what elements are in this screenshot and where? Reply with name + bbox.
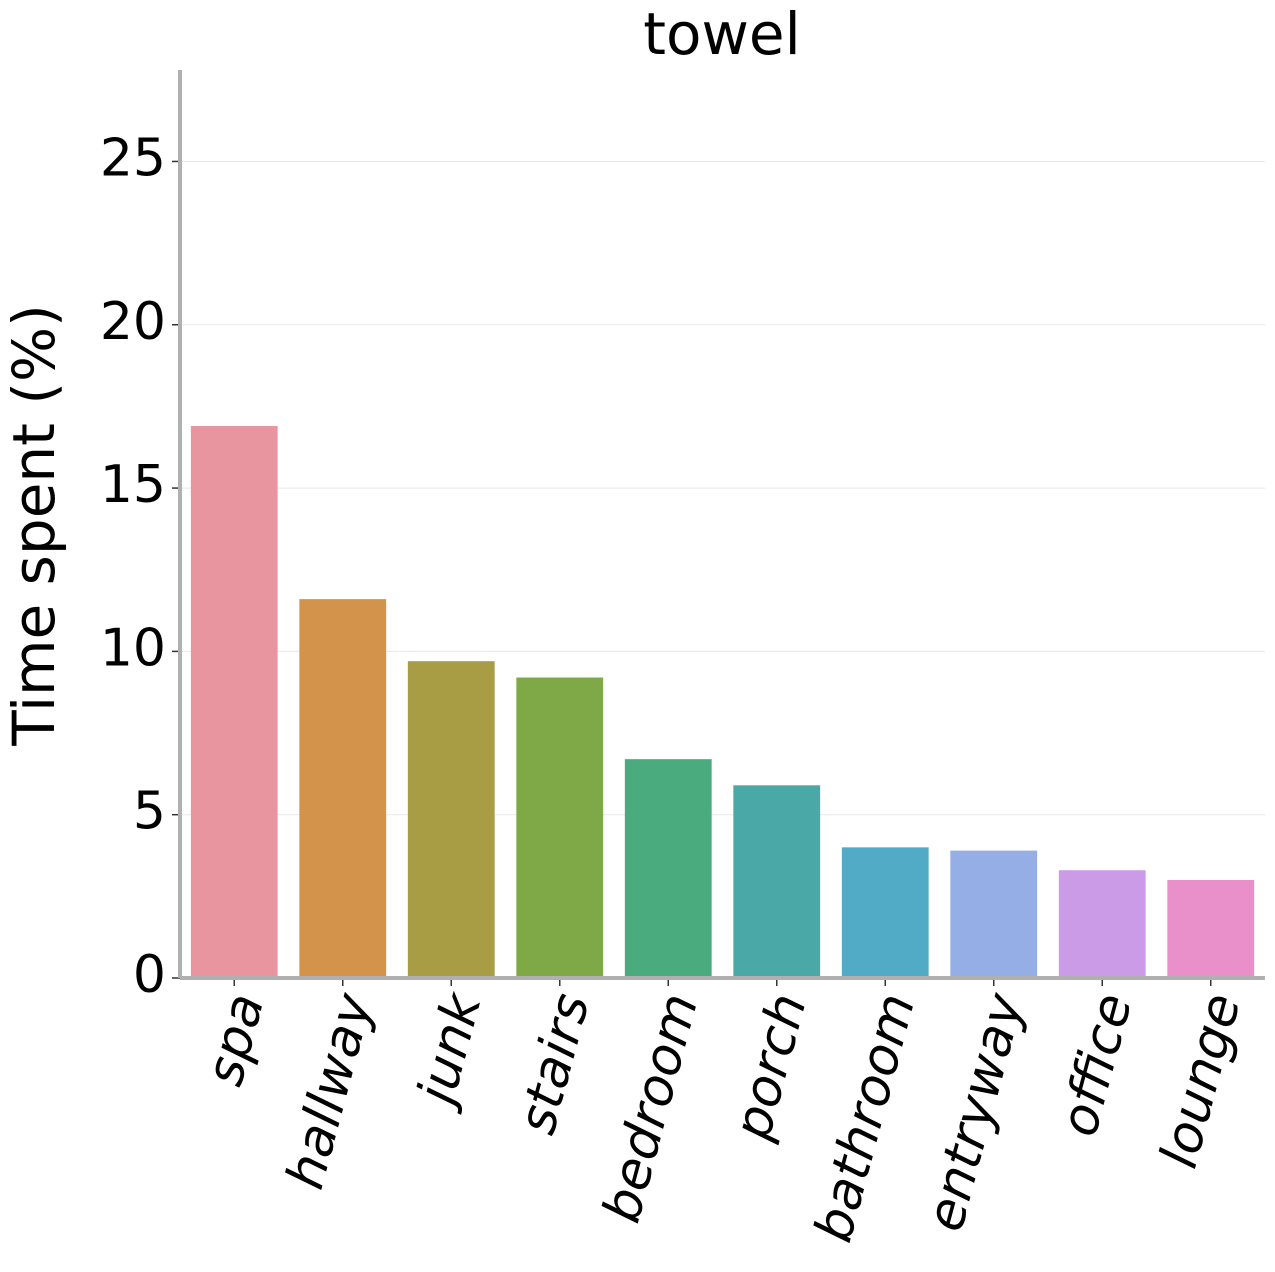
bar — [407, 661, 495, 978]
y-tick-label: 5 — [133, 782, 166, 842]
x-tick-label: junk — [405, 986, 494, 1116]
x-tick-label: hallway — [275, 986, 385, 1195]
bar — [1167, 880, 1255, 978]
y-tick-label: 25 — [100, 128, 166, 188]
bar — [299, 599, 387, 978]
bar — [841, 847, 929, 978]
x-tick-label: bathroom — [804, 987, 928, 1248]
chart-title: towel — [643, 0, 800, 68]
x-tick-label: lounge — [1149, 987, 1253, 1174]
x-tick-label: spa — [195, 987, 277, 1091]
y-tick-label: 20 — [100, 292, 166, 352]
y-tick-label: 10 — [100, 618, 166, 678]
x-tick-label: porch — [722, 987, 818, 1146]
x-tick-label: office — [1049, 987, 1144, 1142]
bar — [733, 785, 821, 978]
bar — [516, 677, 604, 978]
bar — [1058, 870, 1146, 978]
x-tick-label: bedroom — [592, 987, 710, 1228]
bar — [624, 759, 712, 978]
x-tick-label: stairs — [507, 987, 602, 1140]
bar — [950, 850, 1038, 978]
y-tick-label: 15 — [100, 455, 166, 515]
y-tick-label: 0 — [133, 945, 166, 1005]
y-axis-label: Time spent (%) — [0, 304, 68, 746]
bar — [190, 426, 278, 978]
x-tick-label: entryway — [915, 986, 1036, 1237]
